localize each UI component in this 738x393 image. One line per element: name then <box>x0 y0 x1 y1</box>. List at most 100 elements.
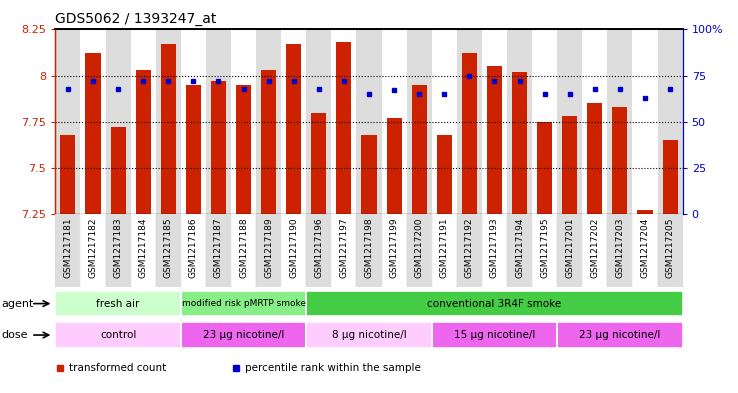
Text: GSM1217183: GSM1217183 <box>114 218 123 279</box>
Bar <box>557 214 582 287</box>
Text: control: control <box>100 330 137 340</box>
Bar <box>562 116 577 214</box>
Bar <box>482 214 507 287</box>
Bar <box>362 135 376 214</box>
Bar <box>412 85 427 214</box>
Bar <box>537 122 552 214</box>
Bar <box>55 214 80 287</box>
Bar <box>382 29 407 214</box>
Bar <box>181 29 206 214</box>
Bar <box>331 214 356 287</box>
Bar <box>557 322 683 348</box>
Bar <box>55 322 181 348</box>
Bar <box>55 291 181 316</box>
Text: agent: agent <box>1 299 34 309</box>
Text: fresh air: fresh air <box>97 299 139 309</box>
Text: 8 μg nicotine/l: 8 μg nicotine/l <box>331 330 407 340</box>
Text: GDS5062 / 1393247_at: GDS5062 / 1393247_at <box>55 12 217 26</box>
Text: GSM1217182: GSM1217182 <box>89 218 97 278</box>
Bar <box>356 214 382 287</box>
Bar <box>131 214 156 287</box>
Bar <box>206 214 231 287</box>
Bar <box>587 103 602 214</box>
Bar <box>613 107 627 214</box>
Bar <box>61 135 75 214</box>
Text: GSM1217193: GSM1217193 <box>490 218 499 279</box>
Bar <box>80 214 106 287</box>
Bar <box>55 29 80 214</box>
Bar <box>55 322 181 348</box>
Bar <box>211 81 226 214</box>
Bar <box>607 29 632 214</box>
Bar <box>407 214 432 287</box>
Text: 15 μg nicotine/l: 15 μg nicotine/l <box>454 330 535 340</box>
Text: GSM1217203: GSM1217203 <box>615 218 624 278</box>
Bar <box>462 53 477 214</box>
Text: GSM1217187: GSM1217187 <box>214 218 223 279</box>
Text: GSM1217185: GSM1217185 <box>164 218 173 279</box>
Text: modified risk pMRTP smoke: modified risk pMRTP smoke <box>182 299 306 308</box>
Bar <box>432 214 457 287</box>
Bar <box>457 214 482 287</box>
Bar <box>512 72 527 214</box>
Bar <box>607 214 632 287</box>
Bar <box>131 29 156 214</box>
Bar <box>432 322 557 348</box>
Bar <box>281 29 306 214</box>
Bar <box>306 291 683 316</box>
Bar <box>557 29 582 214</box>
Bar <box>156 29 181 214</box>
Bar <box>658 214 683 287</box>
Bar <box>638 211 652 214</box>
Text: conventional 3R4F smoke: conventional 3R4F smoke <box>427 299 562 309</box>
Text: GSM1217199: GSM1217199 <box>390 218 399 279</box>
Bar <box>231 29 256 214</box>
Bar <box>658 29 683 214</box>
Bar <box>557 322 683 348</box>
Bar <box>306 322 432 348</box>
Bar <box>111 127 125 214</box>
Text: GSM1217198: GSM1217198 <box>365 218 373 279</box>
Bar <box>507 214 532 287</box>
Bar <box>663 140 677 214</box>
Bar <box>231 214 256 287</box>
Text: GSM1217202: GSM1217202 <box>590 218 599 278</box>
Text: GSM1217194: GSM1217194 <box>515 218 524 278</box>
Bar <box>281 214 306 287</box>
Bar <box>86 53 100 214</box>
Bar <box>206 29 231 214</box>
Text: GSM1217186: GSM1217186 <box>189 218 198 279</box>
Text: 23 μg nicotine/l: 23 μg nicotine/l <box>579 330 661 340</box>
Text: dose: dose <box>1 330 28 340</box>
Text: GSM1217181: GSM1217181 <box>63 218 72 279</box>
Bar <box>286 44 301 214</box>
Bar <box>432 322 557 348</box>
Bar <box>156 214 181 287</box>
Bar <box>407 29 432 214</box>
Bar <box>387 118 401 214</box>
Bar <box>382 214 407 287</box>
Bar <box>80 29 106 214</box>
Bar <box>181 322 306 348</box>
Text: GSM1217201: GSM1217201 <box>565 218 574 278</box>
Bar <box>632 214 658 287</box>
Bar <box>582 29 607 214</box>
Bar <box>311 112 326 214</box>
Bar <box>55 291 181 316</box>
Text: GSM1217204: GSM1217204 <box>641 218 649 278</box>
Text: GSM1217197: GSM1217197 <box>339 218 348 279</box>
Bar <box>337 42 351 214</box>
Bar <box>181 291 306 316</box>
Bar <box>261 70 276 214</box>
Text: GSM1217200: GSM1217200 <box>415 218 424 278</box>
Bar <box>306 214 331 287</box>
Bar <box>181 322 306 348</box>
Bar <box>186 85 201 214</box>
Bar <box>432 29 457 214</box>
Text: GSM1217191: GSM1217191 <box>440 218 449 279</box>
Text: 23 μg nicotine/l: 23 μg nicotine/l <box>203 330 284 340</box>
Text: GSM1217195: GSM1217195 <box>540 218 549 279</box>
Bar <box>306 291 683 316</box>
Text: percentile rank within the sample: percentile rank within the sample <box>245 363 421 373</box>
Bar <box>181 291 306 316</box>
